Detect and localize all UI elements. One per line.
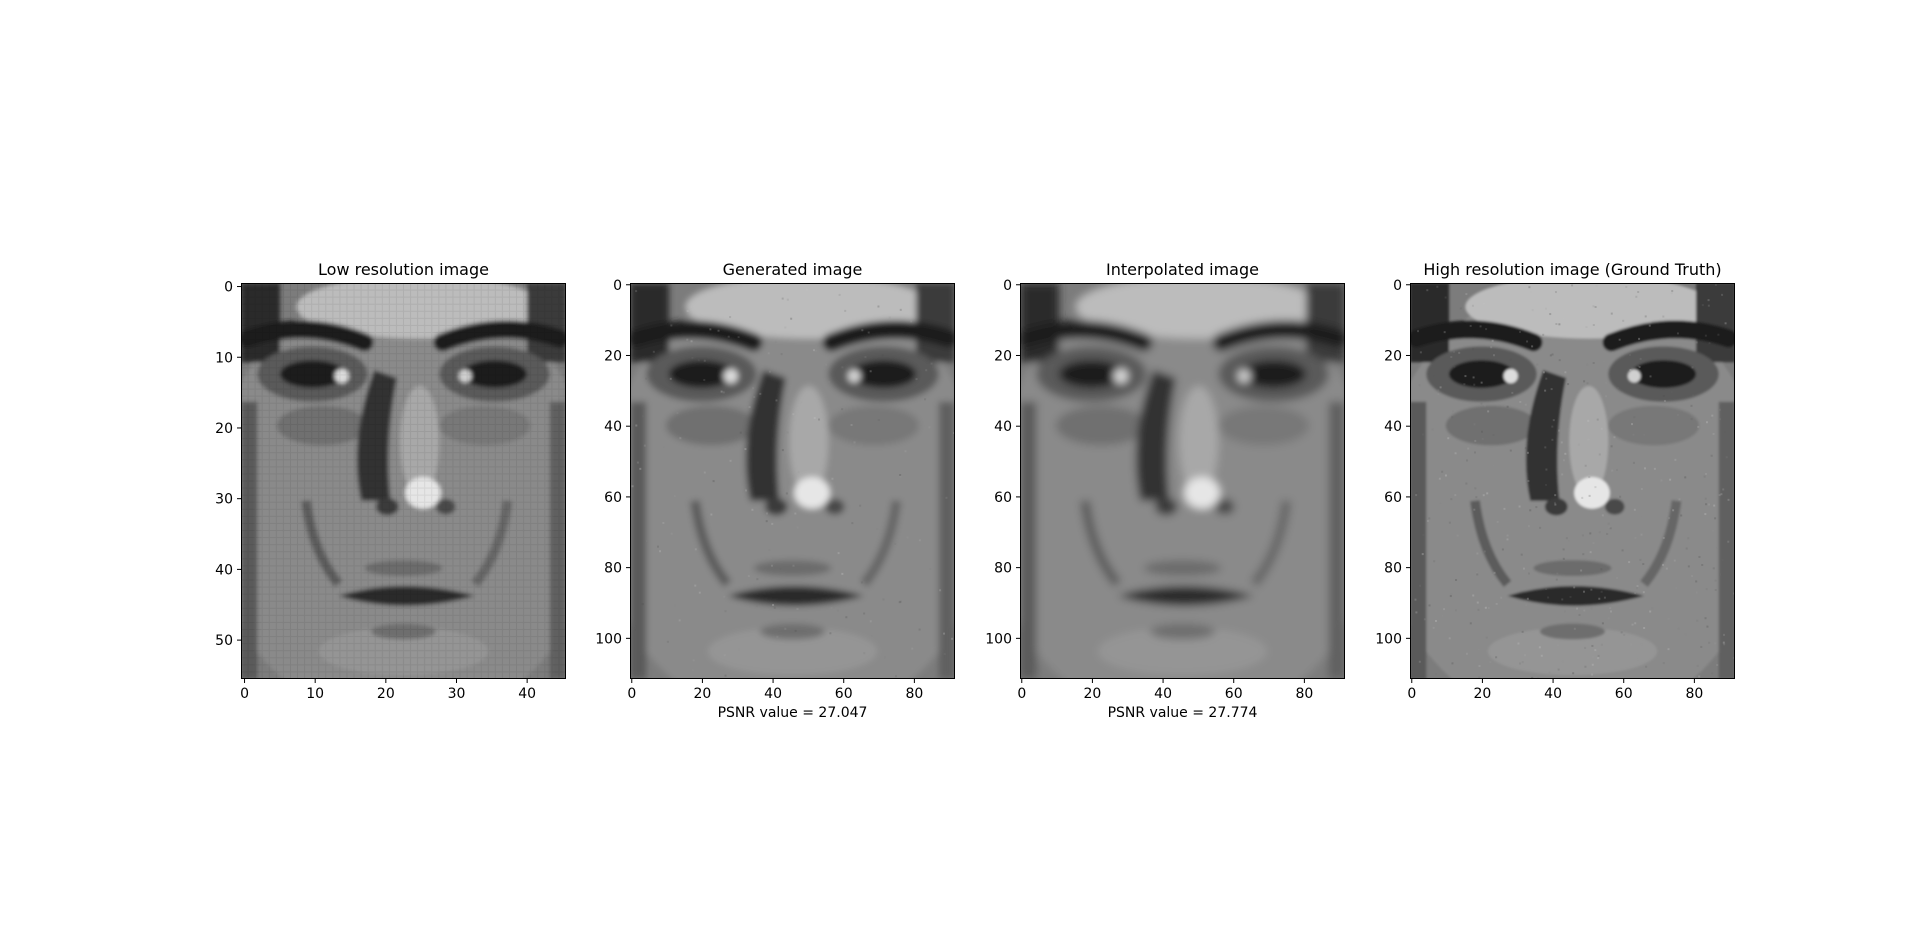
x-tick-label: 20 bbox=[694, 686, 712, 702]
panel-low: Low resolution image 0 10 20 30 40 0 10 20 30 40 50 bbox=[215, 260, 566, 702]
hair-left bbox=[1020, 283, 1059, 363]
eye-left bbox=[1059, 360, 1124, 388]
panel-title: Generated image bbox=[723, 260, 863, 279]
nose-tip bbox=[794, 477, 830, 509]
nose-shadow bbox=[1135, 370, 1176, 501]
y-tick-label: 40 bbox=[604, 419, 622, 435]
y-tick-label: 20 bbox=[994, 348, 1012, 364]
eyebrow-left bbox=[1020, 320, 1153, 352]
x-tick-label: 40 bbox=[1154, 686, 1172, 702]
x-tick-label: 80 bbox=[1685, 686, 1703, 702]
axes-frame bbox=[1020, 283, 1345, 679]
eyebrow-left bbox=[630, 320, 763, 352]
hair-left bbox=[630, 283, 669, 363]
eye-right bbox=[1631, 360, 1696, 388]
panel-title: Interpolated image bbox=[1106, 260, 1259, 279]
psnr-label: PSNR value = 27.774 bbox=[1108, 705, 1258, 721]
eye-left bbox=[1449, 360, 1514, 388]
y-tick-label: 0 bbox=[1003, 278, 1012, 294]
x-tick-label: 40 bbox=[764, 686, 782, 702]
nose-tip bbox=[1184, 477, 1220, 509]
y-tick-label: 60 bbox=[604, 490, 622, 506]
mouth bbox=[1117, 585, 1254, 606]
x-tick-label: 80 bbox=[1295, 686, 1313, 702]
y-tick-label: 0 bbox=[613, 278, 622, 294]
hair-left bbox=[1410, 283, 1449, 363]
nose-tip bbox=[1574, 477, 1610, 509]
x-tick-label: 0 bbox=[240, 686, 249, 702]
face-image bbox=[1410, 283, 1735, 679]
x-tick-label: 20 bbox=[377, 686, 395, 702]
eye-left bbox=[669, 360, 734, 388]
hair-right bbox=[1306, 283, 1345, 363]
y-tick-label: 80 bbox=[1384, 561, 1402, 577]
x-tick-label: 30 bbox=[448, 686, 466, 702]
face-image bbox=[1020, 283, 1345, 679]
y-tick-label: 60 bbox=[1384, 490, 1402, 506]
chin bbox=[1488, 627, 1657, 676]
x-tick-label: 20 bbox=[1474, 686, 1492, 702]
x-tick-label: 0 bbox=[1017, 686, 1026, 702]
chin bbox=[708, 627, 877, 676]
mouth bbox=[1507, 585, 1644, 606]
panel-title: High resolution image (Ground Truth) bbox=[1423, 260, 1721, 279]
eye-right bbox=[851, 360, 916, 388]
x-tick-label: 40 bbox=[518, 686, 536, 702]
panel-high: High resolution image (Ground Truth) 0 20 4… bbox=[1375, 260, 1735, 702]
mouth bbox=[727, 585, 864, 606]
eye-right bbox=[1241, 360, 1306, 388]
chin bbox=[1098, 627, 1267, 676]
x-tick-label: 60 bbox=[1615, 686, 1633, 702]
y-tick-label: 100 bbox=[595, 631, 622, 647]
axes-frame bbox=[630, 283, 955, 679]
x-tick-label: 60 bbox=[835, 686, 853, 702]
panel-generated: Generated image 0 20 40 60 80 0 20 40 60 80 100 PSNR… bbox=[595, 260, 955, 721]
x-tick-label: 0 bbox=[627, 686, 636, 702]
nose-shadow bbox=[745, 370, 786, 501]
psnr-label: PSNR value = 27.047 bbox=[718, 705, 868, 721]
y-tick-label: 50 bbox=[215, 633, 233, 649]
y-tick-label: 0 bbox=[1393, 278, 1402, 294]
axes-frame bbox=[1410, 283, 1735, 679]
y-tick-label: 80 bbox=[994, 561, 1012, 577]
y-tick-label: 100 bbox=[1375, 631, 1402, 647]
y-tick-label: 80 bbox=[604, 561, 622, 577]
x-tick-label: 60 bbox=[1225, 686, 1243, 702]
x-tick-label: 0 bbox=[1407, 686, 1416, 702]
y-tick-label: 100 bbox=[985, 631, 1012, 647]
hair-right bbox=[916, 283, 955, 363]
y-tick-label: 20 bbox=[215, 421, 233, 437]
y-tick-label: 40 bbox=[1384, 419, 1402, 435]
axes-frame bbox=[241, 283, 566, 679]
y-tick-label: 40 bbox=[994, 419, 1012, 435]
x-tick-label: 80 bbox=[905, 686, 923, 702]
panel-interp: Interpolated image 0 20 40 60 80 0 20 40 60 80 100 P… bbox=[985, 260, 1345, 721]
y-tick-label: 60 bbox=[994, 490, 1012, 506]
eyebrow-right bbox=[1602, 320, 1735, 352]
panel-title: Low resolution image bbox=[318, 260, 489, 279]
face-image bbox=[630, 283, 955, 679]
x-tick-label: 20 bbox=[1084, 686, 1102, 702]
y-tick-label: 0 bbox=[224, 280, 233, 296]
eyebrow-left bbox=[1410, 320, 1543, 352]
eyebrow-right bbox=[822, 320, 955, 352]
hair-right bbox=[1696, 283, 1735, 363]
y-tick-label: 40 bbox=[215, 562, 233, 578]
y-tick-label: 20 bbox=[604, 348, 622, 364]
nose-shadow bbox=[1525, 370, 1566, 501]
y-tick-label: 10 bbox=[215, 350, 233, 366]
face-image bbox=[241, 283, 566, 679]
eyebrow-right bbox=[1212, 320, 1345, 352]
y-tick-label: 30 bbox=[215, 492, 233, 508]
x-tick-label: 10 bbox=[306, 686, 324, 702]
y-tick-label: 20 bbox=[1384, 348, 1402, 364]
x-tick-label: 40 bbox=[1544, 686, 1562, 702]
